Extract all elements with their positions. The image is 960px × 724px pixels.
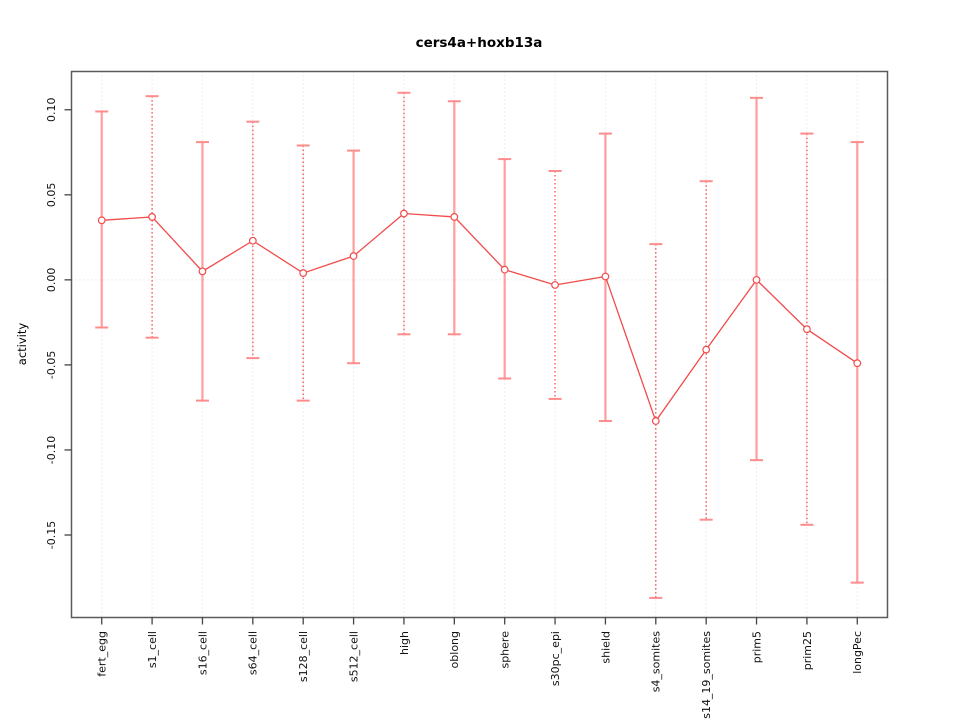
data-point — [803, 325, 811, 334]
x-tick-label: s64_cell — [247, 631, 260, 675]
x-tick-label: s1_cell — [146, 631, 159, 668]
x-tick-label: s16_cell — [196, 631, 209, 675]
data-point — [651, 417, 660, 425]
data-point — [349, 252, 358, 260]
y-tick-label: 0.10 — [45, 98, 58, 123]
data-point — [853, 359, 862, 368]
x-tick-label: s14_19_somites — [700, 631, 713, 719]
data-point — [752, 275, 761, 284]
data-point — [97, 216, 106, 225]
y-tick-label: -0.10 — [45, 436, 58, 464]
plot-area: 0.10 0.05 0.00 -0.05 -0.10 -0.15 fert_egg s1_ce… — [45, 70, 889, 719]
chart-title: cers4a+hoxb13a — [416, 35, 543, 51]
x-tick-label: sphere — [499, 631, 512, 669]
data-point — [702, 345, 711, 354]
x-tick-label: s128_cell — [297, 631, 310, 682]
x-tick-label: oblong — [448, 631, 461, 668]
y-tick-label: -0.05 — [45, 351, 58, 379]
x-tick-label: prim25 — [801, 631, 814, 670]
data-point — [450, 213, 459, 221]
data-point — [400, 209, 408, 218]
y-tick-label: -0.15 — [45, 521, 58, 549]
x-tick-label: s512_cell — [347, 631, 360, 682]
data-point — [500, 265, 509, 274]
y-axis-label: activity — [15, 323, 29, 366]
data-point — [248, 236, 257, 245]
data-line — [101, 212, 858, 423]
data-point — [551, 281, 559, 289]
y-tick-label: 0.00 — [45, 268, 58, 293]
data-point — [299, 269, 308, 277]
x-tick-label: s30pc_epi — [549, 631, 562, 686]
data-point — [601, 272, 610, 281]
data-point — [198, 267, 207, 276]
y-tick-label: 0.05 — [45, 183, 58, 208]
data-point — [148, 213, 156, 221]
x-tick-label: fert_egg — [96, 631, 109, 677]
plot-frame — [70, 70, 889, 619]
x-tick-label: prim5 — [750, 631, 763, 663]
x-tick-label: high — [398, 631, 411, 655]
x-tick-label: longPec — [851, 631, 864, 674]
x-tick-label: shield — [599, 631, 612, 664]
x-tick-label: s4_somites — [650, 631, 663, 693]
